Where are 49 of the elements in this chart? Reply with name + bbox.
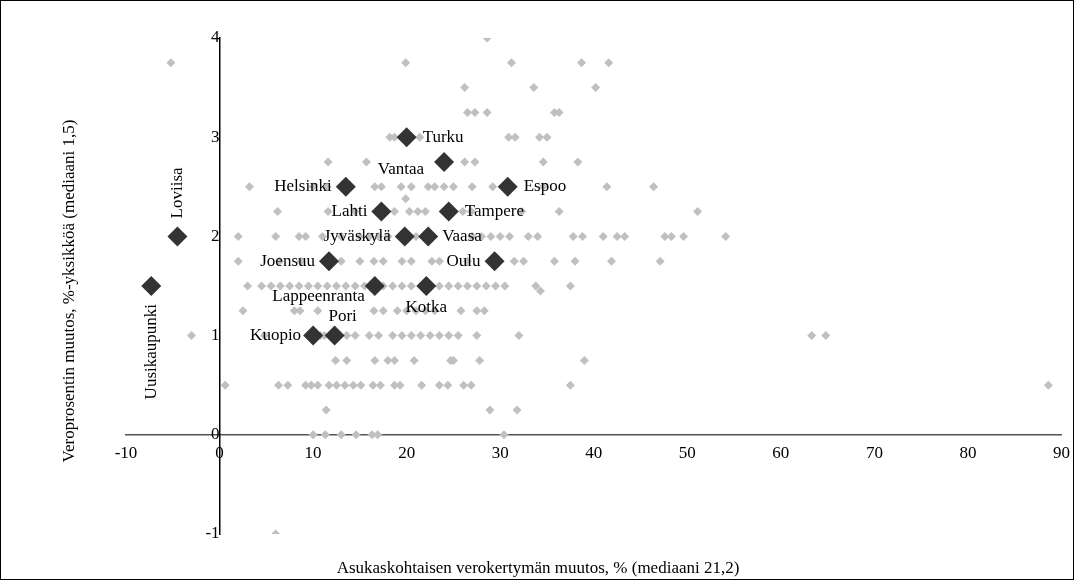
annotation: Turku (422, 126, 465, 146)
annotation: Lappeenranta (272, 286, 366, 306)
point (394, 226, 415, 247)
point (324, 325, 345, 346)
point (364, 276, 385, 296)
x-tick-label: 40 (585, 443, 603, 463)
annotation: Loviisa (166, 166, 186, 219)
annotation: Tampere (464, 201, 524, 221)
annotation: Vaasa (442, 225, 483, 245)
annotation: Lahti (331, 201, 368, 221)
annotation: Uusikaupunki (140, 303, 160, 400)
annotation: Pori (328, 306, 358, 326)
x-tick-label: 10 (304, 443, 322, 463)
annotation: Kuopio (250, 325, 302, 345)
point (484, 251, 505, 272)
x-tick-label: 80 (959, 443, 977, 463)
point (167, 226, 188, 247)
point (434, 152, 455, 172)
x-tick-label: 90 (1053, 443, 1070, 463)
point (319, 251, 339, 272)
x-tick-label: 50 (678, 443, 696, 463)
annotation: Espoo (523, 176, 567, 196)
y-tick-label: 1 (211, 325, 220, 345)
point (497, 176, 518, 197)
point (303, 325, 324, 346)
x-tick-label: 70 (865, 443, 883, 463)
point (141, 276, 162, 296)
y-tick-label: 2 (211, 225, 220, 245)
x-axis-title: Asukaskohtaisen verokertymän muutos, % (mediaani 21,2) (335, 558, 741, 578)
point (335, 176, 356, 197)
point (416, 276, 437, 296)
y-tick-label: -1 (205, 523, 220, 543)
y-tick-label: 3 (211, 126, 220, 146)
x-tick-label: -10 (114, 443, 138, 463)
point (438, 201, 459, 222)
annotation: Joensuu (260, 250, 316, 270)
annotation: Jyväskylä (323, 225, 392, 245)
x-tick-label: 60 (772, 443, 790, 463)
annotation: Oulu (446, 250, 482, 270)
point (396, 127, 417, 148)
annotation: Kotka (405, 297, 448, 317)
annotation: Vantaa (377, 159, 425, 179)
point (418, 226, 439, 247)
y-axis-title: Veroprosentin muutos, %-yksikköä (mediaani 1,5) (59, 119, 79, 463)
annotation: Helsinki (274, 176, 333, 196)
x-tick-label: 20 (398, 443, 416, 463)
x-tick-label: 30 (491, 443, 509, 463)
point (371, 201, 392, 222)
y-tick-label: 4 (211, 27, 221, 47)
